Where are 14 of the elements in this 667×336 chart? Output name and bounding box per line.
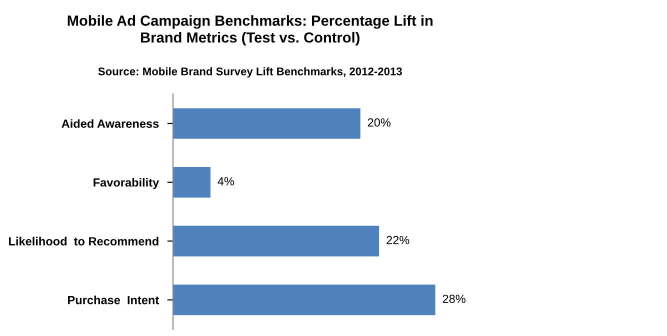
bar [173, 166, 210, 198]
y-tick-label: Likelihood to Recommend [9, 236, 158, 246]
y-tick-label: Favorability [94, 178, 160, 190]
bar [173, 108, 360, 139]
data-label: 28% [442, 294, 466, 304]
bar [173, 226, 380, 256]
y-tick-label: Aided Awareness [62, 119, 159, 128]
data-label: 22% [386, 236, 410, 244]
data-label: 4% [218, 177, 234, 186]
chart-title: Mobile Ad Campaign Benchmarks: Percentage Lift in Brand Metrics (Test vs. Control) [68, 15, 432, 46]
data-label: 20% [368, 118, 391, 127]
bar [173, 284, 436, 316]
y-tick-label: Purchase Intent [68, 296, 159, 304]
chart-subtitle: Source: Mobile Brand Survey Lift Benchmarks, 2012-2013 [98, 67, 402, 78]
